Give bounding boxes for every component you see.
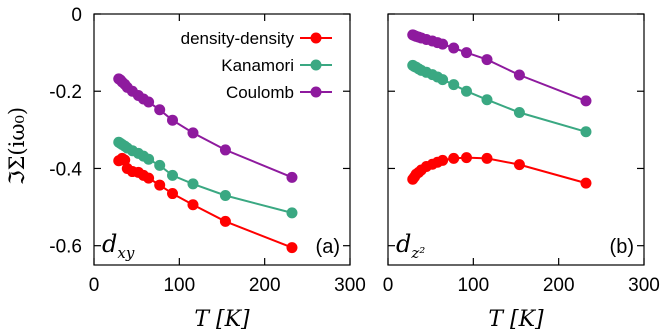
x-axis-title: T [K]	[488, 307, 544, 332]
plot-frame	[93, 13, 351, 266]
orbital-label-sub: xy	[117, 244, 134, 262]
panel-tag: (b)	[610, 236, 634, 258]
y-tick-label: -0.4	[49, 159, 82, 180]
data-point-Coulomb	[154, 104, 166, 116]
data-point-density-density	[143, 172, 155, 184]
panel-tag: (a)	[316, 236, 340, 258]
data-point-Kanamori	[187, 178, 199, 190]
panel-a: 0 -0.2 -0.4 -0.6 0 100 200 300 T [K] (a) dxy densit…	[49, 5, 366, 332]
x-tick-label: 0	[89, 275, 100, 296]
data-point-Kanamori	[580, 126, 592, 138]
data-point-Coulomb	[143, 96, 155, 108]
orbital-label: dxy	[102, 230, 135, 262]
data-point-Kanamori	[437, 74, 449, 86]
x-tick-label: 0	[383, 275, 394, 296]
x-tick-label: 300	[628, 275, 660, 296]
x-tick-label: 200	[249, 275, 281, 296]
data-point-density-density	[513, 159, 525, 171]
data-point-Kanamori	[286, 207, 298, 219]
data-point-Kanamori	[143, 153, 155, 165]
data-point-Coulomb	[448, 42, 460, 54]
data-point-density-density	[448, 152, 460, 164]
y-tick-label: -0.6	[49, 237, 82, 258]
x-tick-label: 100	[163, 275, 195, 296]
y-tick-label: 0	[71, 5, 82, 26]
data-point-Coulomb	[513, 69, 525, 81]
data-point-Kanamori	[481, 94, 493, 106]
data-point-density-density	[119, 154, 131, 166]
data-point-Kanamori	[154, 159, 166, 171]
legend-label: Coulomb	[226, 83, 294, 102]
data-point-density-density	[461, 152, 473, 164]
legend-label: density-density	[181, 29, 295, 48]
x-tick-label: 100	[457, 275, 489, 296]
legend-label: Kanamori	[221, 56, 294, 75]
data-point-Kanamori	[167, 169, 179, 181]
y-tick-label: -0.2	[49, 82, 82, 103]
data-point-Coulomb	[286, 171, 298, 183]
legend: density-density Kanamori Coulomb	[181, 29, 332, 102]
orbital-label-main: d	[396, 230, 411, 258]
data-point-density-density	[437, 154, 449, 166]
plot-frame	[387, 13, 645, 266]
y-axis-title: ℑΣ(iω₀)	[5, 107, 29, 185]
data-point-Coulomb	[167, 114, 179, 126]
legend-marker	[310, 86, 322, 98]
x-tick-label: 300	[334, 275, 366, 296]
orbital-label-sub: z²	[410, 244, 425, 262]
data-point-Kanamori	[448, 79, 460, 91]
data-point-Coulomb	[437, 38, 449, 50]
data-point-density-density	[580, 177, 592, 189]
orbital-label: dz²	[396, 230, 425, 262]
legend-marker	[310, 59, 322, 71]
data-point-density-density	[219, 215, 231, 227]
data-point-density-density	[481, 152, 493, 164]
data-point-density-density	[154, 179, 166, 191]
data-point-density-density	[167, 188, 179, 200]
data-point-Kanamori	[513, 106, 525, 118]
data-point-Coulomb	[461, 47, 473, 59]
data-point-Coulomb	[219, 144, 231, 156]
data-point-Coulomb	[481, 54, 493, 66]
data-point-Coulomb	[580, 95, 592, 107]
x-axis-title: T [K]	[194, 307, 250, 332]
orbital-label-main: d	[102, 230, 117, 258]
data-point-density-density	[187, 199, 199, 211]
data-point-Kanamori	[461, 85, 473, 97]
data-point-Coulomb	[187, 127, 199, 139]
data-point-density-density	[286, 242, 298, 254]
legend-marker	[310, 32, 322, 44]
data-point-Kanamori	[219, 189, 231, 201]
x-tick-label: 200	[543, 275, 575, 296]
panel-b: 0 100 200 300 T [K] (b) dz²	[383, 13, 660, 332]
